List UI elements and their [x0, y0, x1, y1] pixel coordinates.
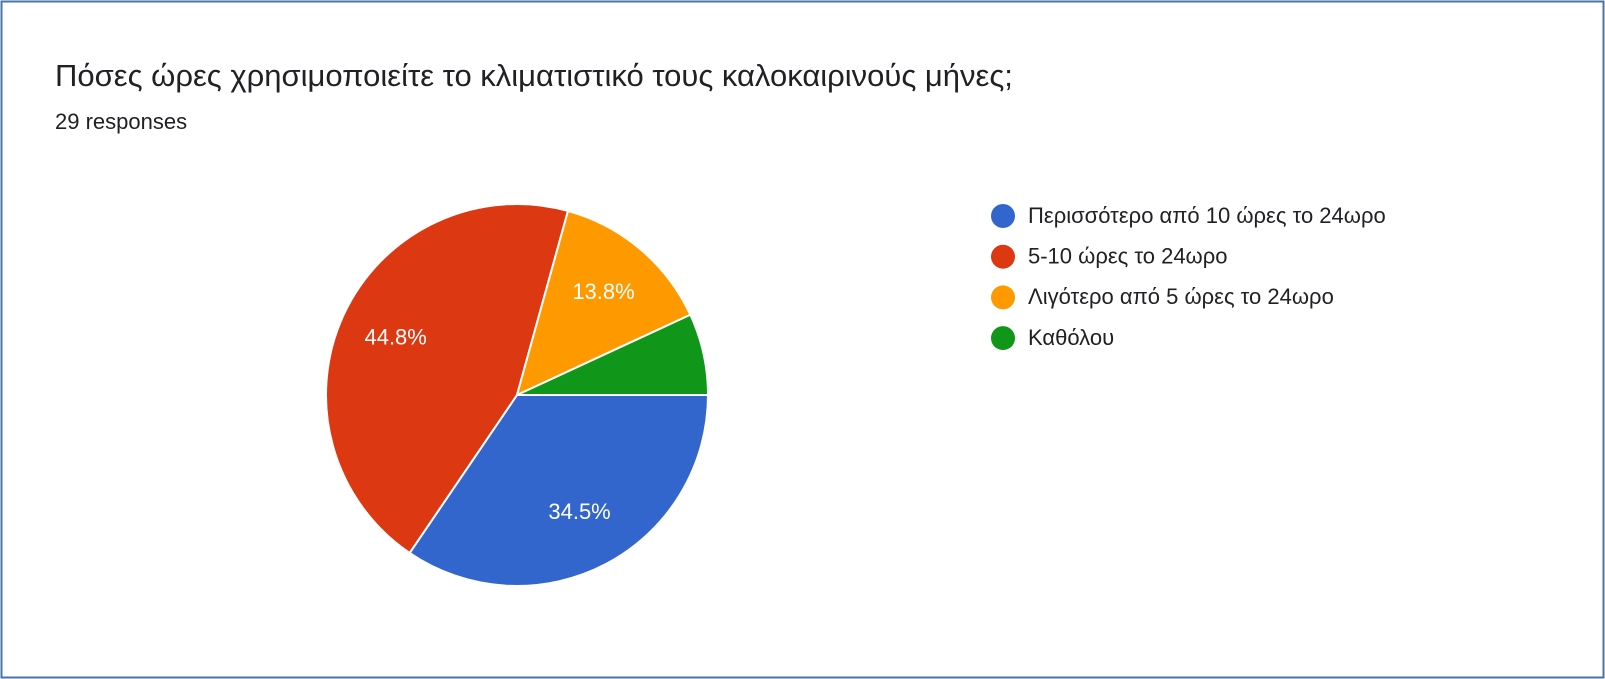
legend-label: Λιγότερο από 5 ώρες το 24ωρο	[1028, 284, 1334, 309]
legend-label: 5-10 ώρες το 24ωρο	[1028, 244, 1227, 269]
legend-label: Περισσότερο από 10 ώρες το 24ωρο	[1028, 203, 1386, 228]
legend-marker	[991, 204, 1015, 228]
slice-label: 34.5%	[548, 499, 610, 524]
pie-slice	[515, 209, 692, 397]
slice-label: 44.8%	[364, 325, 426, 350]
pie-slice	[516, 313, 710, 396]
legend-marker	[991, 326, 1015, 351]
pie-slice	[408, 394, 710, 587]
chart-subtitle: 29 responses	[55, 109, 187, 134]
pie-slice	[325, 203, 570, 555]
legend-label: Καθόλου	[1028, 325, 1114, 350]
slice-label: 13.8%	[572, 279, 634, 304]
chart-title: Πόσες ώρες χρησιμοποιείτε το κλιματιστικ…	[55, 58, 1013, 93]
legend-marker	[991, 244, 1015, 269]
legend-marker	[991, 285, 1015, 310]
